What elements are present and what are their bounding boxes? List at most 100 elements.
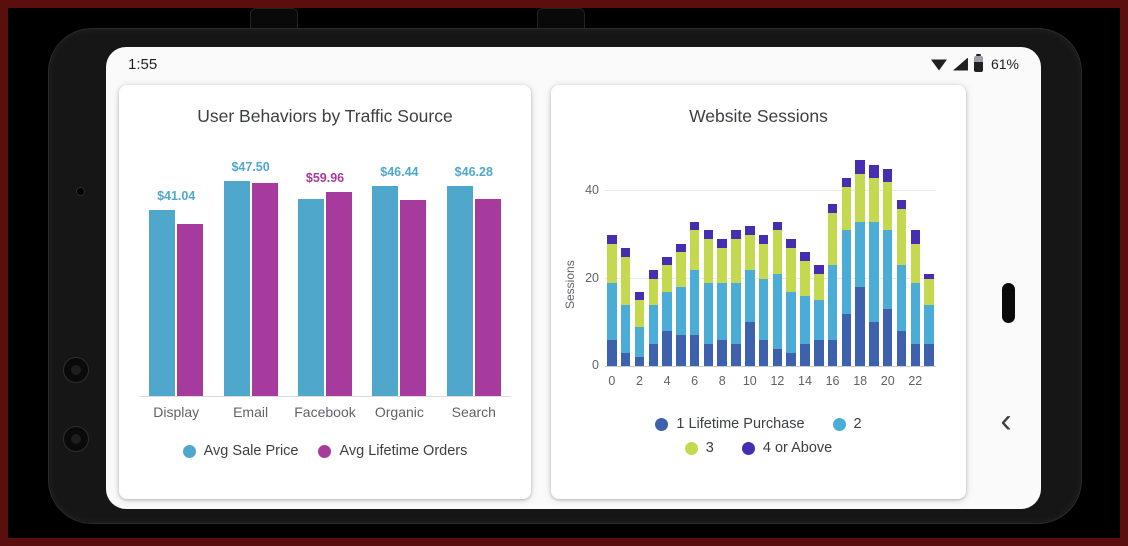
stack-segment-h10-s1[interactable] [745,269,755,323]
stack-segment-h6-s1[interactable] [689,269,700,336]
stack-segment-h13-s2[interactable] [786,247,796,292]
bar-display-series0[interactable] [149,210,176,396]
stack-segment-h5-s2[interactable] [676,252,686,288]
legend-item[interactable]: 1 Lifetime Purchase [655,416,805,432]
legend-item[interactable]: 2 [832,416,862,432]
stack-segment-h15-s3[interactable] [814,265,824,275]
stack-segment-h11-s0[interactable] [758,339,769,366]
stack-segment-h21-s3[interactable] [896,199,907,209]
stack-segment-h14-s3[interactable] [800,252,810,261]
stack-segment-h22-s1[interactable] [910,282,921,345]
stack-segment-h20-s3[interactable] [882,169,893,183]
stack-segment-h21-s1[interactable] [896,265,907,331]
stack-segment-h18-s0[interactable] [855,287,865,366]
stack-segment-h20-s2[interactable] [882,182,893,231]
stack-segment-h6-s0[interactable] [689,335,700,366]
stack-segment-h4-s0[interactable] [662,331,672,366]
stack-segment-h7-s3[interactable] [703,230,714,240]
stack-segment-h0-s2[interactable] [607,243,617,283]
stack-segment-h2-s0[interactable] [634,357,645,366]
stack-segment-h4-s2[interactable] [662,265,672,292]
stack-segment-h12-s0[interactable] [772,348,783,366]
stack-segment-h7-s2[interactable] [703,239,714,283]
stack-segment-h23-s2[interactable] [924,278,934,305]
stack-segment-h9-s3[interactable] [731,230,741,240]
stack-segment-h22-s0[interactable] [910,344,921,366]
stack-segment-h14-s2[interactable] [800,261,810,296]
bar-email-series1[interactable] [251,182,278,396]
stack-segment-h1-s3[interactable] [620,247,631,257]
home-pill[interactable] [1002,283,1015,323]
stack-segment-h0-s0[interactable] [607,339,617,366]
stack-segment-h1-s1[interactable] [620,304,631,353]
stack-segment-h12-s2[interactable] [772,230,783,275]
stack-segment-h14-s1[interactable] [800,296,810,345]
stack-segment-h10-s3[interactable] [745,226,755,235]
stack-segment-h19-s1[interactable] [869,221,879,323]
stack-segment-h7-s1[interactable] [703,282,714,345]
stack-segment-h8-s2[interactable] [717,247,727,283]
stack-segment-h5-s1[interactable] [676,287,686,336]
stack-segment-h23-s0[interactable] [924,344,934,366]
stack-segment-h5-s0[interactable] [676,335,686,366]
stack-segment-h13-s0[interactable] [786,352,796,366]
stack-segment-h18-s3[interactable] [855,160,865,174]
stack-segment-h20-s0[interactable] [882,309,893,366]
stack-segment-h8-s0[interactable] [717,339,727,366]
stack-segment-h21-s2[interactable] [896,208,907,266]
stack-segment-h6-s2[interactable] [689,230,700,270]
stack-segment-h18-s2[interactable] [855,173,865,222]
bar-email-series0[interactable] [223,180,250,396]
stack-segment-h14-s0[interactable] [800,344,810,366]
legend-item[interactable]: Avg Lifetime Orders [318,443,467,459]
stack-segment-h17-s3[interactable] [841,177,852,187]
stack-segment-h3-s3[interactable] [648,269,659,279]
stack-segment-h0-s1[interactable] [607,282,617,340]
back-chevron-icon[interactable]: ‹ [1000,402,1012,440]
bar-facebook-series1[interactable] [326,191,352,396]
stack-segment-h17-s2[interactable] [841,186,852,231]
stack-segment-h19-s2[interactable] [869,177,879,222]
stack-segment-h12-s3[interactable] [772,221,783,231]
bar-organic-series0[interactable] [372,185,399,396]
stack-segment-h1-s0[interactable] [620,352,631,366]
stack-segment-h20-s1[interactable] [882,230,893,310]
stack-segment-h13-s1[interactable] [786,291,796,353]
stack-segment-h15-s2[interactable] [814,274,824,301]
bar-organic-series1[interactable] [400,200,427,396]
stack-segment-h4-s1[interactable] [662,291,672,331]
stack-segment-h10-s2[interactable] [745,234,755,270]
stack-segment-h16-s0[interactable] [827,339,838,366]
stack-segment-h15-s1[interactable] [814,300,824,340]
stack-segment-h10-s0[interactable] [745,322,755,366]
bar-display-series1[interactable] [177,223,204,396]
stack-segment-h11-s2[interactable] [758,243,769,279]
stack-segment-h3-s2[interactable] [648,278,659,305]
stack-segment-h23-s3[interactable] [924,274,934,279]
stack-segment-h9-s2[interactable] [731,239,741,283]
stack-segment-h3-s0[interactable] [648,344,659,366]
stack-segment-h11-s3[interactable] [758,234,769,244]
stack-segment-h16-s3[interactable] [827,204,838,213]
stack-segment-h6-s3[interactable] [689,221,700,231]
stack-segment-h17-s1[interactable] [841,230,852,314]
stack-segment-h8-s1[interactable] [717,282,727,340]
stack-segment-h7-s0[interactable] [703,344,714,366]
stack-segment-h15-s0[interactable] [814,339,824,366]
stack-segment-h19-s3[interactable] [869,164,879,178]
legend-item[interactable]: 3 [684,440,714,456]
stack-segment-h9-s1[interactable] [731,282,741,345]
stack-segment-h22-s2[interactable] [910,243,921,283]
stack-segment-h11-s1[interactable] [758,278,769,340]
bar-search-series0[interactable] [446,186,473,396]
stack-segment-h23-s1[interactable] [924,304,934,345]
stack-segment-h19-s0[interactable] [869,322,879,366]
stack-segment-h21-s0[interactable] [896,331,907,366]
stack-segment-h9-s0[interactable] [731,344,741,366]
legend-item[interactable]: Avg Sale Price [182,443,298,459]
bar-search-series1[interactable] [474,198,501,396]
stack-segment-h0-s3[interactable] [607,234,617,244]
stack-segment-h1-s2[interactable] [620,256,631,305]
stack-segment-h13-s3[interactable] [786,239,796,248]
stack-segment-h5-s3[interactable] [676,243,686,253]
